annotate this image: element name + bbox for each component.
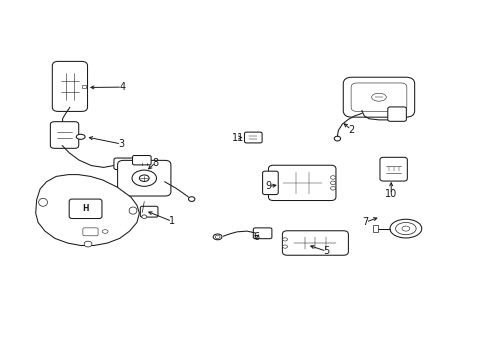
FancyBboxPatch shape [50, 122, 79, 148]
Text: 9: 9 [264, 181, 270, 192]
Ellipse shape [139, 175, 149, 181]
FancyBboxPatch shape [268, 165, 335, 201]
Ellipse shape [282, 238, 287, 241]
Ellipse shape [215, 235, 220, 239]
FancyBboxPatch shape [132, 156, 151, 165]
Text: 4: 4 [119, 82, 125, 92]
Text: 5: 5 [323, 246, 329, 256]
Ellipse shape [102, 230, 108, 233]
Text: 1: 1 [169, 216, 175, 226]
Bar [372, 225, 378, 232]
Text: 8: 8 [152, 158, 158, 168]
FancyBboxPatch shape [69, 199, 102, 219]
Ellipse shape [76, 134, 85, 139]
FancyBboxPatch shape [82, 228, 98, 236]
Ellipse shape [330, 176, 335, 179]
FancyBboxPatch shape [262, 171, 278, 194]
Ellipse shape [84, 241, 92, 247]
Ellipse shape [330, 181, 335, 185]
Text: 2: 2 [347, 125, 353, 135]
FancyBboxPatch shape [140, 206, 158, 217]
Text: H: H [82, 204, 89, 213]
FancyBboxPatch shape [282, 231, 347, 255]
Bar [81, 85, 85, 88]
FancyBboxPatch shape [387, 107, 406, 121]
Ellipse shape [330, 186, 335, 190]
Ellipse shape [401, 226, 409, 231]
FancyBboxPatch shape [52, 61, 87, 111]
FancyBboxPatch shape [343, 77, 414, 117]
Text: 6: 6 [253, 231, 259, 242]
FancyBboxPatch shape [117, 161, 171, 196]
Ellipse shape [132, 170, 156, 186]
Ellipse shape [188, 197, 194, 201]
FancyBboxPatch shape [244, 132, 262, 143]
Ellipse shape [389, 219, 421, 238]
FancyBboxPatch shape [114, 158, 134, 170]
Ellipse shape [129, 207, 137, 214]
Text: 7: 7 [362, 217, 368, 227]
Ellipse shape [39, 198, 47, 206]
FancyBboxPatch shape [253, 228, 271, 239]
Ellipse shape [371, 93, 386, 101]
Ellipse shape [395, 222, 415, 235]
Ellipse shape [282, 245, 287, 248]
Ellipse shape [213, 234, 222, 240]
Ellipse shape [142, 215, 146, 219]
Text: 10: 10 [384, 189, 397, 199]
FancyBboxPatch shape [379, 157, 407, 181]
FancyBboxPatch shape [350, 83, 406, 111]
Polygon shape [36, 175, 139, 246]
Text: 3: 3 [118, 139, 124, 149]
Text: 11: 11 [231, 132, 244, 143]
Ellipse shape [333, 136, 340, 141]
